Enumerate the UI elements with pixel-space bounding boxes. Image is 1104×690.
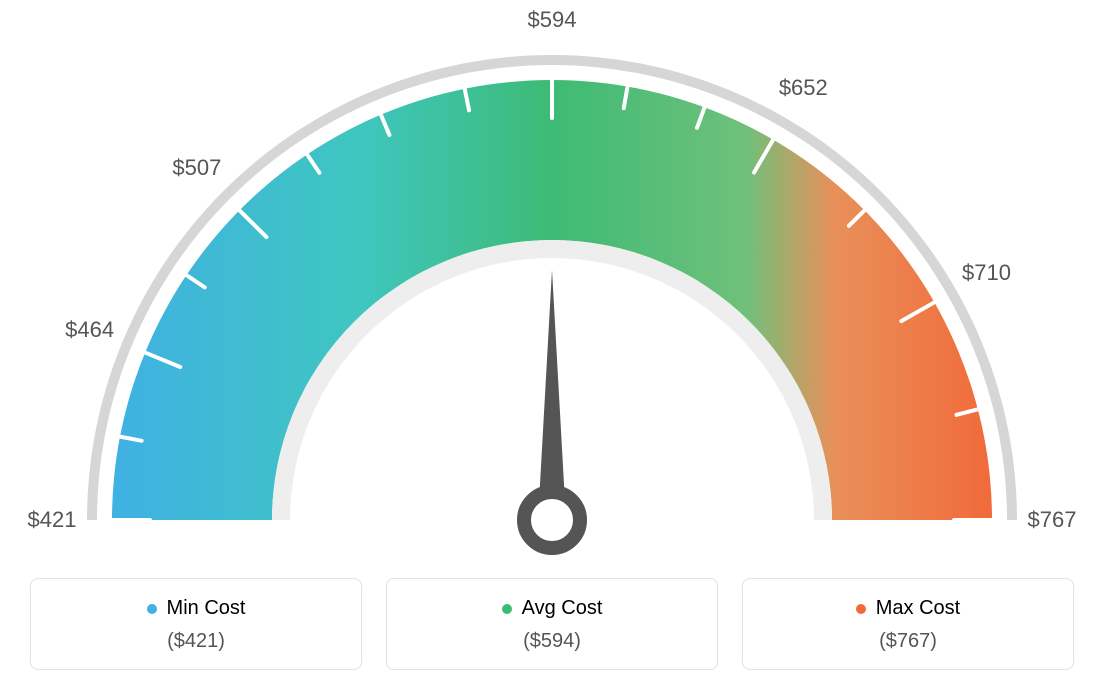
legend-max-value: ($767) <box>753 630 1063 653</box>
legend-row: Min Cost ($421) Avg Cost ($594) Max Cost… <box>0 578 1104 670</box>
legend-card-min: Min Cost ($421) <box>30 578 362 670</box>
legend-card-max: Max Cost ($767) <box>742 578 1074 670</box>
legend-title-min: Min Cost <box>147 597 246 620</box>
gauge-tick-label: $652 <box>779 75 828 101</box>
gauge-tick-label: $767 <box>1028 507 1077 533</box>
legend-max-label: Max Cost <box>876 597 960 620</box>
legend-min-value: ($421) <box>41 630 351 653</box>
gauge-tick-label: $507 <box>172 155 221 181</box>
legend-avg-value: ($594) <box>397 630 707 653</box>
dot-icon <box>856 604 866 614</box>
gauge-tick-label: $464 <box>65 317 114 343</box>
legend-avg-label: Avg Cost <box>522 597 603 620</box>
legend-min-label: Min Cost <box>167 597 246 620</box>
dot-icon <box>502 604 512 614</box>
gauge-tick-label: $710 <box>962 260 1011 286</box>
legend-card-avg: Avg Cost ($594) <box>386 578 718 670</box>
dot-icon <box>147 604 157 614</box>
chart-container: $421 $464 $507 $594 $652 $710 $767 Min Cost ($… <box>0 0 1104 690</box>
gauge-tick-label: $594 <box>528 7 577 33</box>
gauge-area: $421 $464 $507 $594 $652 $710 $767 <box>0 0 1104 560</box>
cost-gauge <box>0 0 1104 560</box>
gauge-tick-label: $421 <box>28 507 77 533</box>
legend-title-max: Max Cost <box>856 597 960 620</box>
legend-title-avg: Avg Cost <box>502 597 603 620</box>
